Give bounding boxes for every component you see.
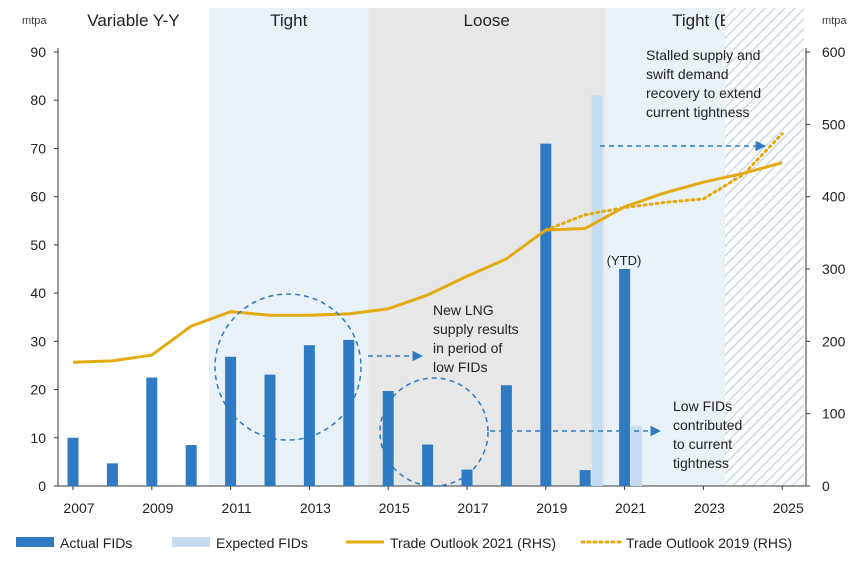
legend: Actual FIDs Expected FIDs Trade Outlook 20… bbox=[16, 535, 792, 551]
left-tick-label: 50 bbox=[30, 237, 46, 253]
bar-actual-fids bbox=[303, 345, 315, 486]
legend-swatch-actual-fids bbox=[16, 537, 54, 547]
annotation-low-fids-line: to current bbox=[673, 436, 732, 452]
right-tick-label: 200 bbox=[822, 333, 846, 349]
left-tick-label: 70 bbox=[30, 140, 46, 156]
regime-band-loose bbox=[368, 8, 605, 486]
right-tick-label: 0 bbox=[822, 478, 830, 494]
regime-label-variable-y-y: Variable Y-Y bbox=[87, 11, 179, 30]
left-tick-label: 20 bbox=[30, 382, 46, 398]
annotation-new-lng-line: low FIDs bbox=[433, 359, 487, 375]
bar-actual-fids bbox=[382, 391, 394, 486]
annotation-stalled-line: swift demand bbox=[646, 66, 728, 82]
left-tick-label: 90 bbox=[30, 44, 46, 60]
bar-actual-fids bbox=[540, 143, 552, 486]
regime-label-tight: Tight bbox=[270, 11, 307, 30]
right-unit-label: mtpa bbox=[822, 15, 847, 27]
annotation-stalled-line: current tightness bbox=[646, 104, 750, 120]
line-trade-outlook-2021-rhs bbox=[72, 161, 783, 364]
x-tick-label: 2011 bbox=[222, 500, 252, 516]
left-tick-label: 60 bbox=[30, 189, 46, 205]
bar-actual-fids bbox=[461, 469, 473, 486]
annotation-new-lng-line: New LNG bbox=[433, 302, 494, 318]
right-tick-label: 100 bbox=[822, 406, 846, 422]
bar-actual-fids bbox=[579, 470, 591, 486]
bar-actual-fids bbox=[106, 463, 118, 486]
x-tick-label: 2025 bbox=[773, 500, 804, 516]
regime-label-loose: Loose bbox=[464, 11, 510, 30]
annotation-ytd: (YTD) bbox=[607, 253, 642, 268]
annotation-new-lng: New LNG supply results in period of low … bbox=[433, 302, 519, 375]
annotation-low-fids: Low FIDs contributed to current tightnes… bbox=[673, 398, 742, 471]
bar-actual-fids bbox=[422, 444, 434, 486]
left-tick-label: 40 bbox=[30, 285, 46, 301]
bars bbox=[67, 95, 643, 487]
regime-label-tight-e: Tight (E) bbox=[672, 11, 737, 30]
annotation-low-fids-line: tightness bbox=[673, 455, 729, 471]
x-tick-label: 2007 bbox=[63, 500, 94, 516]
lines bbox=[72, 132, 784, 364]
annotation-stalled-line: Stalled supply and bbox=[646, 47, 760, 63]
line-trade-outlook-2019-rhs bbox=[544, 132, 784, 232]
bar-expected-fids bbox=[591, 95, 603, 487]
left-tick-label: 0 bbox=[38, 478, 46, 494]
bar-actual-fids bbox=[185, 445, 197, 486]
annotation-low-fids-line: Low FIDs bbox=[673, 398, 732, 414]
bar-actual-fids bbox=[343, 339, 355, 486]
bar-actual-fids bbox=[500, 385, 512, 486]
legend-swatch-expected-fids bbox=[172, 537, 210, 547]
right-tick-label: 400 bbox=[822, 189, 846, 205]
legend-label-trade-outlook-2019-rhs: Trade Outlook 2019 (RHS) bbox=[626, 535, 792, 551]
legend-label-actual-fids: Actual FIDs bbox=[60, 535, 132, 551]
x-tick-label: 2009 bbox=[142, 500, 173, 516]
right-tick-label: 500 bbox=[822, 116, 846, 132]
right-tick-label: 600 bbox=[822, 44, 846, 60]
annotations bbox=[214, 140, 767, 487]
annotation-stalled: Stalled supply and swift demand recovery… bbox=[646, 47, 761, 120]
annotation-stalled-line: recovery to extend bbox=[646, 85, 761, 101]
left-tick-label: 10 bbox=[30, 430, 46, 446]
x-tick-label: 2017 bbox=[457, 500, 488, 516]
x-tick-label: 2013 bbox=[300, 500, 331, 516]
callout-circle bbox=[214, 293, 362, 441]
bar-actual-fids bbox=[225, 356, 237, 486]
callout-circle bbox=[379, 377, 489, 487]
left-tick-label: 30 bbox=[30, 333, 46, 349]
left-tick-label: 80 bbox=[30, 92, 46, 108]
right-tick-label: 300 bbox=[822, 261, 846, 277]
bar-expected-fids bbox=[631, 425, 643, 486]
bar-actual-fids bbox=[264, 374, 276, 486]
bar-actual-fids bbox=[619, 269, 631, 486]
x-tick-label: 2019 bbox=[536, 500, 567, 516]
forecast-hatch bbox=[725, 8, 804, 486]
annotation-new-lng-line: in period of bbox=[433, 340, 502, 356]
bar-actual-fids bbox=[146, 377, 158, 486]
annotation-low-fids-line: contributed bbox=[673, 417, 742, 433]
bar-actual-fids bbox=[67, 437, 79, 486]
x-tick-label: 2015 bbox=[379, 500, 410, 516]
left-unit-label: mtpa bbox=[22, 15, 47, 27]
legend-label-expected-fids: Expected FIDs bbox=[216, 535, 308, 551]
annotation-new-lng-line: supply results bbox=[433, 321, 519, 337]
axes: 0 10 20 30 40 50 60 70 80 90 0 100 200 300 400 500 600 20… bbox=[30, 44, 845, 516]
x-tick-label: 2023 bbox=[694, 500, 725, 516]
x-tick-label: 2021 bbox=[615, 500, 646, 516]
legend-label-trade-outlook-2021-rhs: Trade Outlook 2021 (RHS) bbox=[390, 535, 556, 551]
regime-band-variable-y-y bbox=[57, 8, 209, 486]
